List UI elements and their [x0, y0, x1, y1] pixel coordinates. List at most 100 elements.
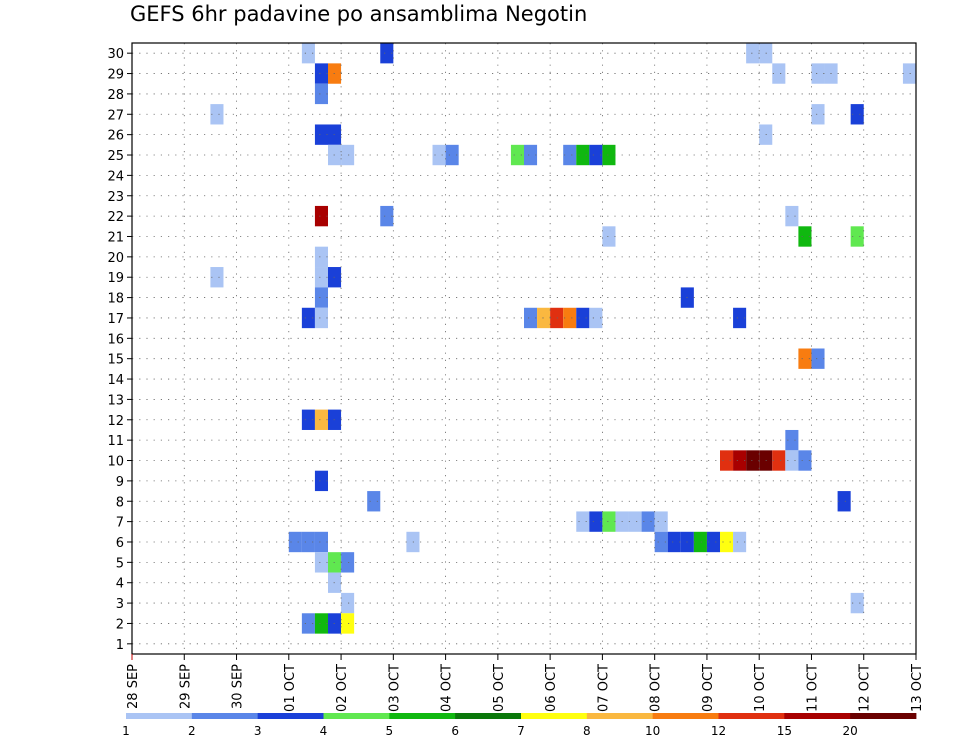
heatmap-cell — [563, 307, 577, 329]
x-tick-label: 05 OCT — [492, 664, 507, 712]
y-tick-label: 28 — [107, 88, 124, 103]
heatmap-cell — [693, 531, 707, 553]
y-tick-label: 19 — [107, 271, 124, 286]
x-axis: 28 SEP 29 SEP 30 SEP 01 OCT 02 OCT 03 OCT 04 O… — [126, 654, 925, 712]
heatmap-cell — [798, 348, 812, 369]
heatmap-cell — [785, 429, 799, 451]
colorbar-swatch — [323, 713, 390, 719]
heatmap-cell — [654, 511, 668, 532]
heatmap-cell — [314, 63, 328, 84]
heatmap-cell — [850, 104, 864, 125]
heatmap-cell — [733, 450, 747, 471]
heatmap-cell — [210, 104, 224, 125]
heatmap-cell — [314, 246, 328, 268]
heatmap-cell — [589, 144, 603, 166]
y-tick-label: 5 — [116, 556, 124, 571]
heatmap-cell — [524, 307, 538, 329]
heatmap-cell — [589, 307, 603, 329]
colorbar-label: 4 — [320, 724, 328, 738]
heatmap-cell — [341, 552, 355, 573]
heatmap-cell — [850, 226, 864, 247]
y-tick-label: 20 — [107, 251, 124, 266]
heatmap-cell — [288, 531, 302, 553]
heatmap-cell — [445, 144, 459, 166]
heatmap-cell — [602, 226, 616, 247]
heatmap-cell — [314, 287, 328, 308]
colorbar-swatch — [652, 713, 719, 719]
y-tick-label: 29 — [107, 68, 124, 83]
y-tick-label: 21 — [107, 230, 124, 245]
heatmap-cell — [314, 470, 328, 492]
heatmap-cell — [432, 144, 446, 166]
colorbar-label: 10 — [645, 724, 660, 738]
heatmap-cell — [314, 205, 328, 227]
colorbar-label: 2 — [188, 724, 196, 738]
x-tick-label: 02 OCT — [335, 664, 350, 712]
heatmap-cell — [798, 450, 812, 471]
y-tick-label: 1 — [116, 638, 124, 653]
heatmap-cell — [667, 531, 681, 553]
y-tick-label: 17 — [107, 312, 124, 327]
x-tick-label: 09 OCT — [701, 664, 716, 712]
colorbar-label: 7 — [517, 724, 525, 738]
x-tick-label: 30 SEP — [231, 664, 246, 709]
heatmap-cell — [341, 613, 355, 634]
y-tick-label: 14 — [107, 373, 124, 388]
heatmap-cell — [602, 144, 616, 166]
heatmap-cell — [301, 409, 315, 430]
y-tick-label: 22 — [107, 210, 124, 225]
y-tick-label: 11 — [107, 434, 124, 449]
heatmap-cell — [785, 450, 799, 471]
heatmap-cell — [301, 43, 315, 64]
heatmap-cell — [550, 307, 564, 329]
heatmap-cell — [314, 124, 328, 145]
chart-title: GEFS 6hr padavine po ansamblima Negotin — [130, 2, 588, 26]
y-tick-label: 27 — [107, 108, 124, 123]
heatmap-cell — [733, 307, 747, 329]
heatmap-cell — [314, 267, 328, 288]
x-tick-label: 07 OCT — [596, 664, 611, 712]
heatmap-cell — [341, 144, 355, 166]
heatmap-cell — [563, 144, 577, 166]
heatmap-cell — [811, 104, 825, 125]
y-tick-label: 7 — [116, 516, 124, 531]
heatmap-cell — [746, 450, 760, 471]
colorbar-label: 15 — [777, 724, 792, 738]
y-tick-label: 8 — [116, 495, 124, 510]
heatmap-cell — [589, 511, 603, 532]
heatmap-cell — [301, 531, 315, 553]
heatmap-cell — [301, 307, 315, 329]
heatmap-cell — [314, 409, 328, 430]
colorbar-swatch — [521, 713, 588, 719]
heatmap-cell — [380, 205, 394, 227]
heatmap-cell — [811, 348, 825, 369]
heatmap-cell — [314, 307, 328, 329]
heatmap-cell — [850, 592, 864, 614]
x-tick-label: 08 OCT — [649, 664, 664, 712]
colorbar-label: 1 — [122, 724, 130, 738]
heatmap-cell — [576, 307, 590, 329]
colorbar-label: 20 — [843, 724, 858, 738]
y-tick-label: 12 — [107, 414, 124, 429]
heatmap-cell — [314, 531, 328, 553]
heatmap-cell — [210, 267, 224, 288]
colorbar-swatch — [586, 713, 654, 719]
heatmap-cell — [602, 511, 616, 532]
heatmap-cell — [510, 144, 524, 166]
heatmap-cell — [367, 491, 381, 512]
colorbar-swatch — [389, 713, 456, 719]
x-tick-label: 28 SEP — [126, 664, 141, 709]
heatmap-cell — [301, 613, 315, 634]
y-tick-label: 9 — [116, 475, 124, 490]
y-tick-label: 13 — [107, 393, 124, 408]
y-tick-label: 30 — [107, 47, 124, 62]
colorbar-swatch — [718, 713, 785, 719]
y-tick-label: 2 — [116, 617, 124, 632]
colorbar-swatch — [126, 713, 193, 719]
heatmap-cell — [524, 144, 538, 166]
colorbar-label: 6 — [451, 724, 459, 738]
colorbar-swatch — [455, 713, 522, 719]
x-tick-label: 11 OCT — [805, 664, 820, 712]
y-tick-label: 18 — [107, 292, 124, 307]
